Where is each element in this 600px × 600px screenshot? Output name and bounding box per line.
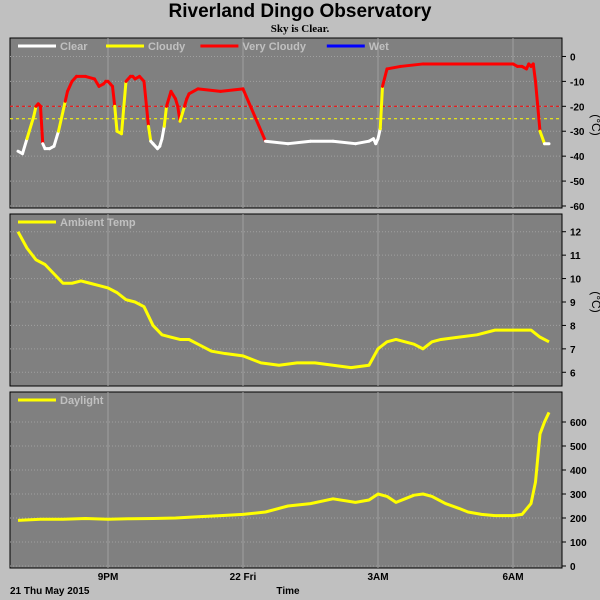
y-tick-label: 7 xyxy=(570,345,576,356)
sky-temp-segment xyxy=(147,124,153,143)
sky-temp-segment xyxy=(196,87,222,93)
y-tick-label: -30 xyxy=(570,127,585,138)
sky-temp-segment xyxy=(61,99,67,113)
daylight-panel: 0 100 200 300 400 500 600 Daylight xyxy=(9,391,587,573)
sky-temp-segment xyxy=(142,79,150,128)
sky-temp-segment xyxy=(376,127,382,141)
legend-label: Clear xyxy=(60,41,88,53)
sky-temp-segment xyxy=(399,62,425,68)
x-tick-label: 9PM xyxy=(98,572,119,583)
y-tick-label: -60 xyxy=(570,202,585,213)
chart-title: Riverland Dingo Observatory xyxy=(168,1,432,22)
sky-temp-segment xyxy=(534,79,542,133)
chart-subtitle: Sky is Clear. xyxy=(270,23,330,35)
sky-temp-segment xyxy=(354,139,371,146)
sky-temp-segment xyxy=(160,124,166,141)
sky-plot-area xyxy=(9,37,563,209)
legend-label: Ambient Temp xyxy=(60,217,136,229)
y-axis-unit: (°C) xyxy=(589,291,600,312)
sky-temp-segment xyxy=(286,139,312,146)
y-tick-label: 10 xyxy=(570,275,582,286)
daylight-series-line xyxy=(17,411,551,522)
sky-temp-segment xyxy=(531,62,537,83)
y-tick-label: 0 xyxy=(570,52,576,63)
ambient-panel: 6 7 8 9 10 11 12 (°C) Ambient Temp xyxy=(9,213,600,387)
sky-temp-segment xyxy=(178,104,186,123)
y-tick-label: 9 xyxy=(570,298,576,309)
sky-temp-segment xyxy=(165,89,173,108)
legend-label: Very Cloudy xyxy=(242,41,306,53)
sky-temp-segment xyxy=(32,104,38,118)
legend-label: Daylight xyxy=(60,395,104,407)
y-tick-label: -50 xyxy=(570,177,585,188)
ambient-plot-area xyxy=(9,213,563,387)
y-tick-label: 8 xyxy=(570,321,576,332)
y-tick-label: -20 xyxy=(570,102,585,113)
sky-temp-segment xyxy=(111,84,117,108)
x-tick-label: 22 Fri xyxy=(230,572,257,583)
sky-temp-segment xyxy=(241,87,267,143)
y-tick-label: -40 xyxy=(570,152,585,163)
sky-temp-segment xyxy=(187,87,200,96)
sky-temp-segment xyxy=(52,129,60,148)
x-date-label: 21 Thu May 2015 xyxy=(10,586,90,597)
y-tick-label: 500 xyxy=(570,442,587,453)
x-tick-label: 6AM xyxy=(502,572,523,583)
sky-temp-segment xyxy=(381,67,389,88)
sky-temp-segment xyxy=(25,122,33,141)
sky-temp-segment xyxy=(385,64,402,71)
y-tick-label: 12 xyxy=(570,228,582,239)
sky-temp-segment xyxy=(378,84,384,131)
sky-temp-segment xyxy=(113,104,119,133)
chart-panels: 0 -10 -20 -30 -40 -50 -60 (°C) Clear Cloudy Very C… xyxy=(9,37,600,583)
x-tick-label: 3AM xyxy=(367,572,388,583)
y-tick-label: 6 xyxy=(570,368,576,379)
sky-temp-segment xyxy=(66,79,74,93)
sky-temp-segment xyxy=(264,139,290,146)
sky-panel: 0 -10 -20 -30 -40 -50 -60 (°C) Clear Cloudy Very C… xyxy=(9,37,600,213)
ambient-series-line xyxy=(16,230,550,370)
daylight-plot-area xyxy=(9,391,563,569)
y-tick-label: 400 xyxy=(570,466,587,477)
y-tick-label: 0 xyxy=(570,562,576,573)
x-axis-label: Time xyxy=(276,586,300,597)
sky-temp-segment xyxy=(21,137,29,156)
y-axis-unit: (°C) xyxy=(589,114,600,135)
legend-label: Cloudy xyxy=(148,41,186,53)
y-tick-label: 200 xyxy=(570,514,587,525)
sky-temp-segment xyxy=(57,109,65,133)
y-tick-label: 600 xyxy=(570,418,587,429)
legend-label: Wet xyxy=(369,41,389,53)
sky-temp-segment xyxy=(538,129,546,146)
y-tick-label: -10 xyxy=(570,77,585,88)
sky-temp-segment xyxy=(39,104,45,146)
y-tick-label: 300 xyxy=(570,490,587,501)
y-tick-label: 100 xyxy=(570,538,587,549)
sky-temp-segment xyxy=(84,74,96,81)
sky-temp-segment xyxy=(120,79,128,136)
sky-temp-segment xyxy=(331,139,357,146)
y-tick-label: 11 xyxy=(570,251,581,262)
sky-temp-segment xyxy=(219,87,245,93)
sky-temp-segment xyxy=(162,104,168,128)
sky-temp-segment xyxy=(63,89,69,103)
